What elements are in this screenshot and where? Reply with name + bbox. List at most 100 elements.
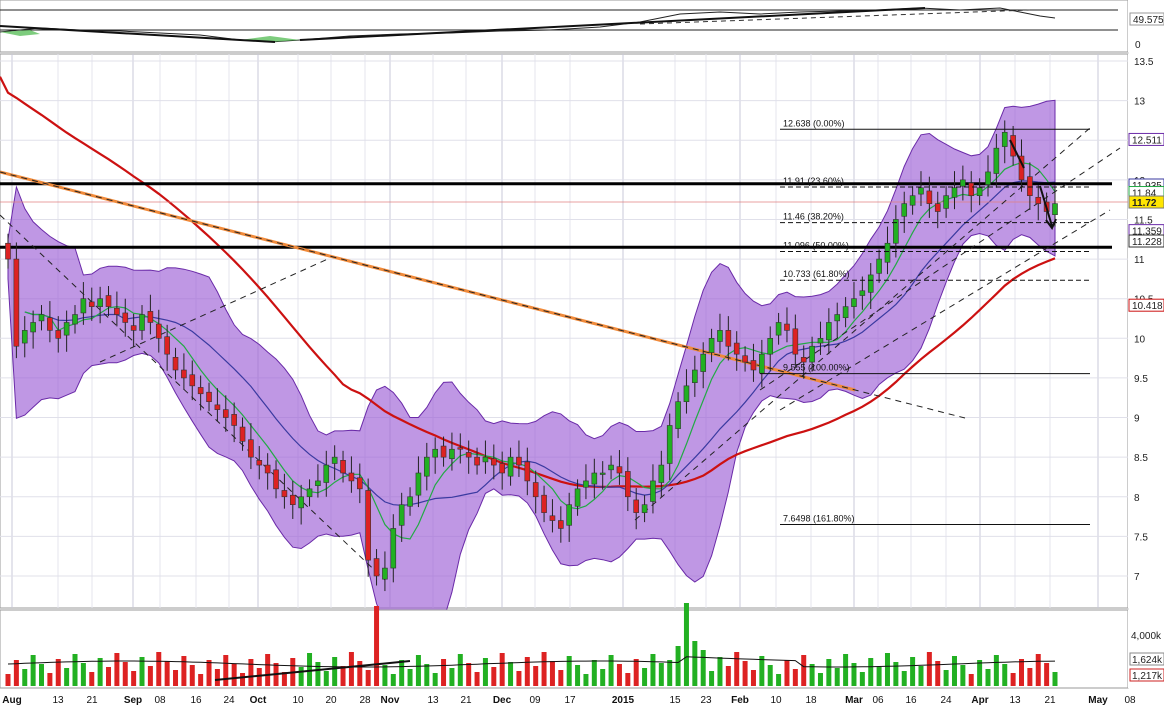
volume-bar: [884, 653, 890, 686]
volume-bar: [365, 670, 371, 686]
volume-average-line: [7, 656, 1056, 668]
candle-body: [725, 330, 732, 347]
candle-body: [331, 456, 338, 464]
volume-bar: [1010, 673, 1016, 686]
candle-body: [750, 360, 757, 371]
x-tick-label: May: [1088, 695, 1108, 706]
volume-bar: [382, 665, 388, 686]
sma-mid-line: [24, 180, 1056, 506]
candle-body: [599, 472, 606, 475]
candle-body: [1027, 176, 1033, 196]
candle-body: [918, 187, 924, 195]
volume-bar: [457, 654, 463, 686]
volume-trend-arrow: [214, 660, 411, 681]
volume-bar: [558, 670, 564, 686]
candle-body: [432, 448, 438, 458]
candle-body: [826, 322, 832, 341]
candlesticks: [5, 120, 1058, 592]
volume-tick-avg: 1,624k: [1132, 655, 1163, 666]
volume-bar: [667, 660, 673, 686]
volume-bar: [491, 667, 497, 686]
fib-level-label: 10.733 (61.80%): [783, 269, 850, 279]
x-tick-label: 13: [427, 695, 439, 706]
volume-bar: [198, 674, 204, 686]
candle-body: [72, 314, 78, 325]
volume-bar: [173, 670, 179, 686]
volume-bar: [147, 666, 153, 686]
volume-bar: [625, 673, 631, 686]
candle-body: [775, 322, 782, 336]
candle-body: [934, 203, 941, 212]
x-tick-label: 10: [292, 695, 304, 706]
candle-body: [759, 353, 765, 374]
volume-bar: [47, 673, 53, 686]
volume-bar: [549, 661, 555, 686]
candle-body: [641, 504, 648, 513]
candle-body: [398, 504, 405, 526]
channel-line-dashed: [99, 257, 331, 363]
candle-body: [415, 472, 422, 496]
candle-body: [139, 314, 145, 331]
volume-bar: [13, 660, 19, 686]
candle-body: [231, 414, 237, 426]
candle-body: [465, 452, 472, 458]
candle-body: [239, 426, 246, 442]
price-tick-label: 7: [1134, 572, 1140, 583]
candle-body: [909, 195, 916, 206]
price-tick-label: 11: [1134, 255, 1145, 266]
volume-bar: [5, 674, 11, 686]
candle-body: [365, 490, 371, 561]
volume-bar: [374, 606, 380, 686]
candle-body: [1001, 132, 1008, 147]
volume-bar: [72, 654, 78, 686]
candle-body: [549, 515, 556, 521]
candle-body: [851, 298, 857, 307]
volume-bar: [1044, 663, 1050, 686]
candle-body: [893, 219, 899, 244]
candle-body: [30, 322, 36, 333]
volume-bar: [248, 659, 254, 686]
volume-bar: [650, 654, 656, 686]
candle-body: [708, 338, 715, 353]
candle-body: [440, 445, 447, 458]
candle-body: [214, 404, 221, 410]
candle-body: [876, 258, 882, 274]
fib-level-label: 7.6498 (161.80%): [783, 514, 855, 524]
volume-bar: [893, 662, 899, 686]
volume-bar: [851, 663, 857, 686]
candle-body: [373, 558, 380, 577]
volume-bar: [407, 669, 413, 686]
volume-bar: [516, 671, 522, 686]
volume-panel: 4,000k 1,624k 1,217k: [0, 603, 1164, 689]
volume-bar: [399, 660, 405, 686]
candle-body: [532, 482, 539, 498]
fib-level-label: 9.555 (100.00%): [783, 363, 850, 373]
price-tick-label: 11.5: [1134, 215, 1153, 226]
candle-body: [516, 456, 522, 466]
candle-body: [47, 317, 53, 331]
candle-body: [122, 312, 129, 323]
arrow-down-icon: [1039, 185, 1057, 230]
price-tag: [1128, 298, 1164, 312]
volume-bar: [432, 673, 438, 686]
volume-bar: [985, 669, 991, 686]
candle-body: [80, 298, 87, 314]
price-tag-label: 11.72: [1132, 198, 1157, 209]
volume-tick-high: 4,000k: [1131, 631, 1162, 642]
candle-body: [281, 490, 288, 498]
volume-bar: [499, 653, 505, 686]
x-tick-label: 21: [1044, 695, 1056, 706]
candle-body: [88, 301, 95, 307]
volume-bar: [307, 653, 313, 686]
price-tag: [1128, 234, 1164, 248]
candle-body: [97, 298, 103, 307]
volume-bar: [1002, 664, 1008, 686]
candle-body: [273, 469, 279, 490]
price-axis: 13.51312.51211.51110.5109.598.587.5712.5…: [1128, 54, 1164, 608]
volume-bar: [80, 663, 86, 686]
x-tick-label: Mar: [845, 695, 863, 706]
bollinger-band: [7, 99, 1056, 634]
candle-body: [13, 258, 20, 347]
volume-bars: [5, 603, 1058, 686]
